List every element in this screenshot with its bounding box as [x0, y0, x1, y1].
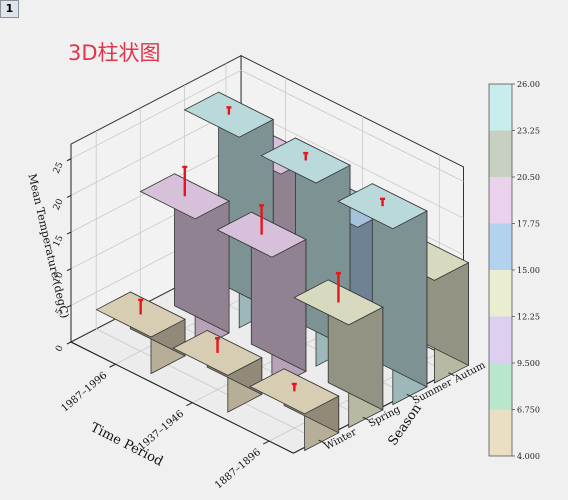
legend-tick-label: 17.75: [517, 220, 540, 229]
legend-color-band: [489, 84, 512, 131]
legend-tick-label: 9.500: [517, 359, 540, 368]
period-tick-mark: [109, 363, 116, 368]
z-tick-mark: [66, 194, 72, 198]
z-tick-label: 0: [54, 344, 66, 354]
legend-color-band: [489, 177, 512, 224]
color-scale-legend: 4.000 6.750 9.500 12.25 15.00 17.75 20.50 23.25…: [488, 80, 540, 461]
legend-tick-label: 23.25: [517, 127, 540, 136]
bar: [139, 165, 230, 352]
z-tick-label: 5: [54, 307, 66, 317]
bar-top-face: [95, 291, 186, 338]
legend-color-band: [489, 409, 512, 456]
season-tick-mark: [448, 372, 455, 377]
z-tick-mark: [66, 158, 72, 162]
bars: [95, 91, 470, 452]
z-axis-title: Mean Temperature (degC): [25, 172, 71, 319]
legend-color-band: [489, 223, 512, 270]
period-tick-label: 1887–1896: [213, 447, 263, 491]
legend-tick-label: 15.00: [517, 266, 540, 275]
z-tick-mark: [66, 341, 72, 345]
bar: [95, 291, 186, 375]
z-tick-label: 15: [52, 234, 66, 249]
legend-tick-label: 6.750: [517, 406, 540, 415]
legend-color-band: [489, 130, 512, 177]
bar: [293, 271, 384, 429]
season-tick-mark: [406, 393, 414, 398]
page-number-badge: 1: [0, 0, 19, 18]
period-tick-label: 1987–1996: [60, 370, 110, 414]
period-tick-mark: [262, 440, 270, 445]
bar: [249, 368, 340, 452]
bar: [337, 183, 428, 406]
legend-tick-label: 20.50: [517, 173, 540, 182]
bar: [172, 329, 263, 413]
bar-top-face: [139, 173, 230, 220]
season-tick-mark: [362, 416, 369, 421]
legend-tick-label: 12.25: [517, 313, 540, 322]
bar-top-face: [260, 137, 351, 184]
bar: [378, 227, 470, 384]
chart-title: 3D柱状图: [68, 41, 161, 65]
z-grid-line: [70, 69, 464, 182]
period-axis-line: [70, 341, 294, 454]
legend-tick-label: 4.000: [517, 452, 540, 461]
legend-color-band: [489, 316, 512, 363]
z-tick-mark: [66, 304, 72, 308]
bar: [216, 204, 307, 390]
z-tick-label: 25: [52, 161, 66, 176]
z-tick-mark: [66, 268, 72, 272]
season-tick-mark: [318, 439, 325, 444]
legend-color-band: [489, 363, 512, 410]
period-axis-title: Time Period: [88, 420, 166, 469]
bar-top-face: [216, 211, 307, 258]
z-tick-mark: [66, 231, 72, 235]
z-tick-label: 10: [52, 270, 66, 285]
z-tick-label: 20: [52, 197, 66, 212]
legend-tick-label: 26.00: [517, 80, 540, 89]
period-tick-mark: [186, 402, 193, 407]
legend-color-band: [489, 270, 512, 317]
